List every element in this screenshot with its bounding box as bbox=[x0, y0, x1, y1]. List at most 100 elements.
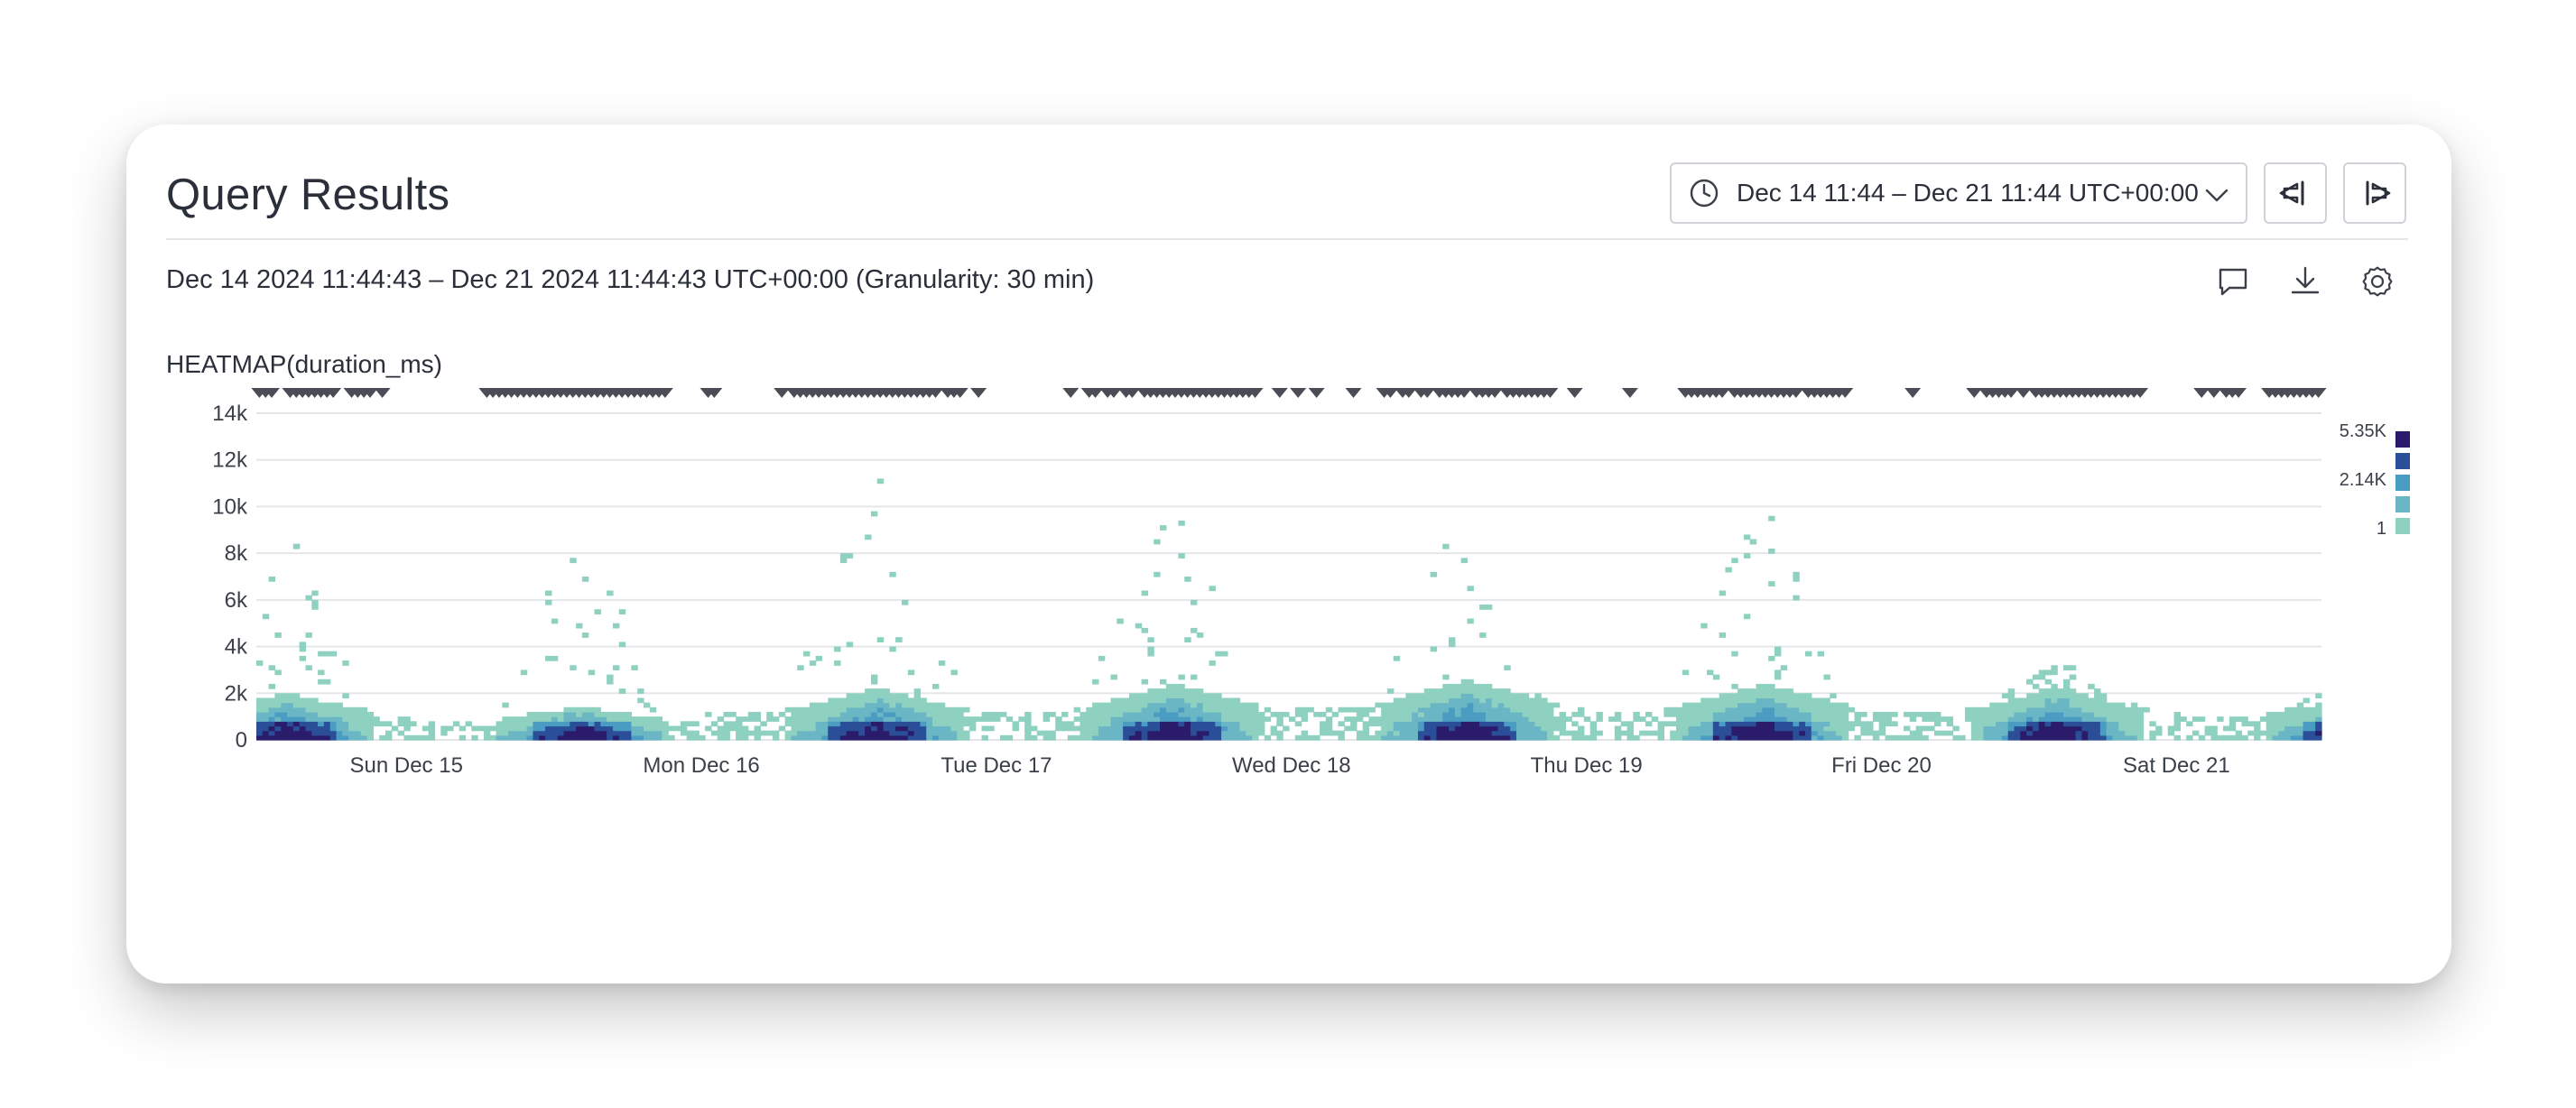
heatmap-cell bbox=[1436, 716, 1443, 722]
heatmap-cell bbox=[1670, 706, 1677, 713]
heatmap-cell bbox=[1227, 716, 1235, 722]
heatmap-cell bbox=[1178, 706, 1185, 713]
heatmap-cell bbox=[588, 725, 596, 732]
heatmap-cell bbox=[2167, 725, 2175, 732]
heatmap-cell bbox=[839, 702, 848, 708]
heatmap-cell bbox=[754, 711, 761, 717]
heatmap-cell bbox=[1252, 702, 1259, 708]
heatmap-cell bbox=[1793, 693, 1800, 699]
heatmap-cell bbox=[287, 730, 294, 736]
heatmap-cell bbox=[1104, 730, 1112, 736]
heatmap-cell bbox=[292, 711, 301, 717]
heatmap-cell bbox=[1430, 734, 1438, 741]
heatmap-cell bbox=[723, 711, 730, 717]
heatmap-cell bbox=[902, 702, 909, 708]
heatmap-cell bbox=[1196, 730, 1204, 736]
heatmap-cell bbox=[1743, 721, 1751, 727]
heatmap-cell bbox=[1510, 725, 1517, 732]
heatmap-cell bbox=[1547, 721, 1554, 727]
heatmap-cell bbox=[2094, 716, 2101, 722]
heatmap-cell bbox=[1762, 702, 1769, 708]
previous-range-button[interactable] bbox=[2264, 162, 2327, 224]
heatmap-cell bbox=[1663, 721, 1671, 727]
heatmap-cell bbox=[913, 730, 922, 736]
heatmap-cell bbox=[2075, 697, 2083, 704]
heatmap-cell bbox=[2106, 702, 2114, 708]
heatmap-cell bbox=[1436, 721, 1443, 727]
heatmap-cell bbox=[852, 693, 859, 699]
heatmap-cell bbox=[262, 706, 270, 713]
heatmap-cell bbox=[1031, 725, 1038, 732]
heatmap-cell bbox=[1534, 730, 1542, 736]
heatmap-cell bbox=[502, 730, 509, 736]
heatmap-cell bbox=[1970, 734, 1978, 741]
heatmap-cell bbox=[686, 734, 694, 741]
heatmap-cell bbox=[600, 725, 607, 732]
heatmap-cell bbox=[1989, 716, 1997, 722]
heatmap-cell bbox=[1184, 721, 1191, 727]
heatmap-cell bbox=[655, 734, 663, 741]
heatmap-cell bbox=[1510, 693, 1517, 699]
heatmap-cell bbox=[1436, 706, 1443, 713]
heatmap-cell bbox=[1552, 716, 1561, 722]
heatmap-cell bbox=[612, 734, 620, 741]
heatmap-cell bbox=[1141, 706, 1148, 713]
heatmap-cell bbox=[1160, 706, 1167, 713]
heatmap-cell bbox=[1485, 693, 1493, 699]
heatmap-cell bbox=[262, 716, 270, 722]
heatmap-cell bbox=[1227, 725, 1235, 732]
heatmap-cell bbox=[883, 711, 890, 717]
heatmap-cell bbox=[1799, 725, 1806, 732]
heatmap-cell bbox=[2125, 706, 2132, 713]
heatmap-cell bbox=[600, 711, 607, 717]
heatmap-cell bbox=[1793, 730, 1800, 736]
next-range-button[interactable] bbox=[2343, 162, 2406, 224]
heatmap-cell bbox=[1743, 706, 1751, 713]
event-marker bbox=[2230, 388, 2247, 398]
heatmap-cell bbox=[1694, 702, 1701, 708]
heatmap-cell bbox=[1633, 734, 1640, 741]
heatmap-cell bbox=[281, 734, 288, 741]
time-range-picker[interactable]: Dec 14 11:44 – Dec 21 11:44 UTC+00:00 bbox=[1670, 162, 2247, 224]
heatmap-cell bbox=[336, 711, 343, 717]
heatmap-cell bbox=[1700, 623, 1708, 629]
heatmap-cell bbox=[1768, 655, 1775, 661]
heatmap-cell bbox=[1645, 711, 1653, 717]
gear-icon bbox=[2362, 266, 2393, 297]
heatmap-cell bbox=[2303, 730, 2310, 736]
heatmap-cell bbox=[1460, 688, 1469, 694]
heatmap-cell bbox=[1510, 706, 1517, 713]
heatmap-cell bbox=[2173, 734, 2181, 741]
heatmap-cell bbox=[2088, 702, 2095, 708]
heatmap-cell bbox=[662, 730, 669, 736]
heatmap-cell bbox=[2075, 721, 2083, 727]
heatmap-cell bbox=[373, 716, 380, 722]
heatmap-cell bbox=[2038, 697, 2046, 704]
heatmap-cell bbox=[2007, 734, 2015, 741]
download-button[interactable] bbox=[2284, 260, 2327, 303]
heatmap-cell bbox=[852, 730, 859, 736]
heatmap-cell bbox=[889, 702, 896, 708]
heatmap-cell bbox=[2063, 702, 2071, 708]
heatmap-cell bbox=[1762, 697, 1769, 704]
heatmap-cell bbox=[1682, 721, 1690, 727]
heatmap-cell bbox=[397, 730, 405, 736]
heatmap-cell bbox=[2063, 716, 2071, 722]
heatmap-cell bbox=[1756, 725, 1763, 732]
heatmap-cell bbox=[981, 716, 988, 722]
heatmap-cell bbox=[839, 721, 848, 727]
heatmap-cell bbox=[1608, 716, 1616, 722]
heatmap-cell bbox=[1246, 711, 1253, 717]
heatmap-cell bbox=[318, 721, 325, 727]
comment-button[interactable] bbox=[2211, 260, 2255, 303]
heatmap-cell bbox=[1743, 734, 1751, 741]
heatmap-cell bbox=[1430, 697, 1438, 704]
heatmap-cell bbox=[1903, 711, 1911, 717]
heatmap-cell bbox=[1737, 702, 1745, 708]
settings-button[interactable] bbox=[2356, 260, 2399, 303]
heatmap-cell bbox=[1700, 725, 1708, 732]
heatmap-cell bbox=[637, 725, 644, 732]
heatmap-cell bbox=[1903, 734, 1911, 741]
heatmap-cell bbox=[256, 721, 264, 727]
heatmap-cell bbox=[662, 725, 669, 732]
